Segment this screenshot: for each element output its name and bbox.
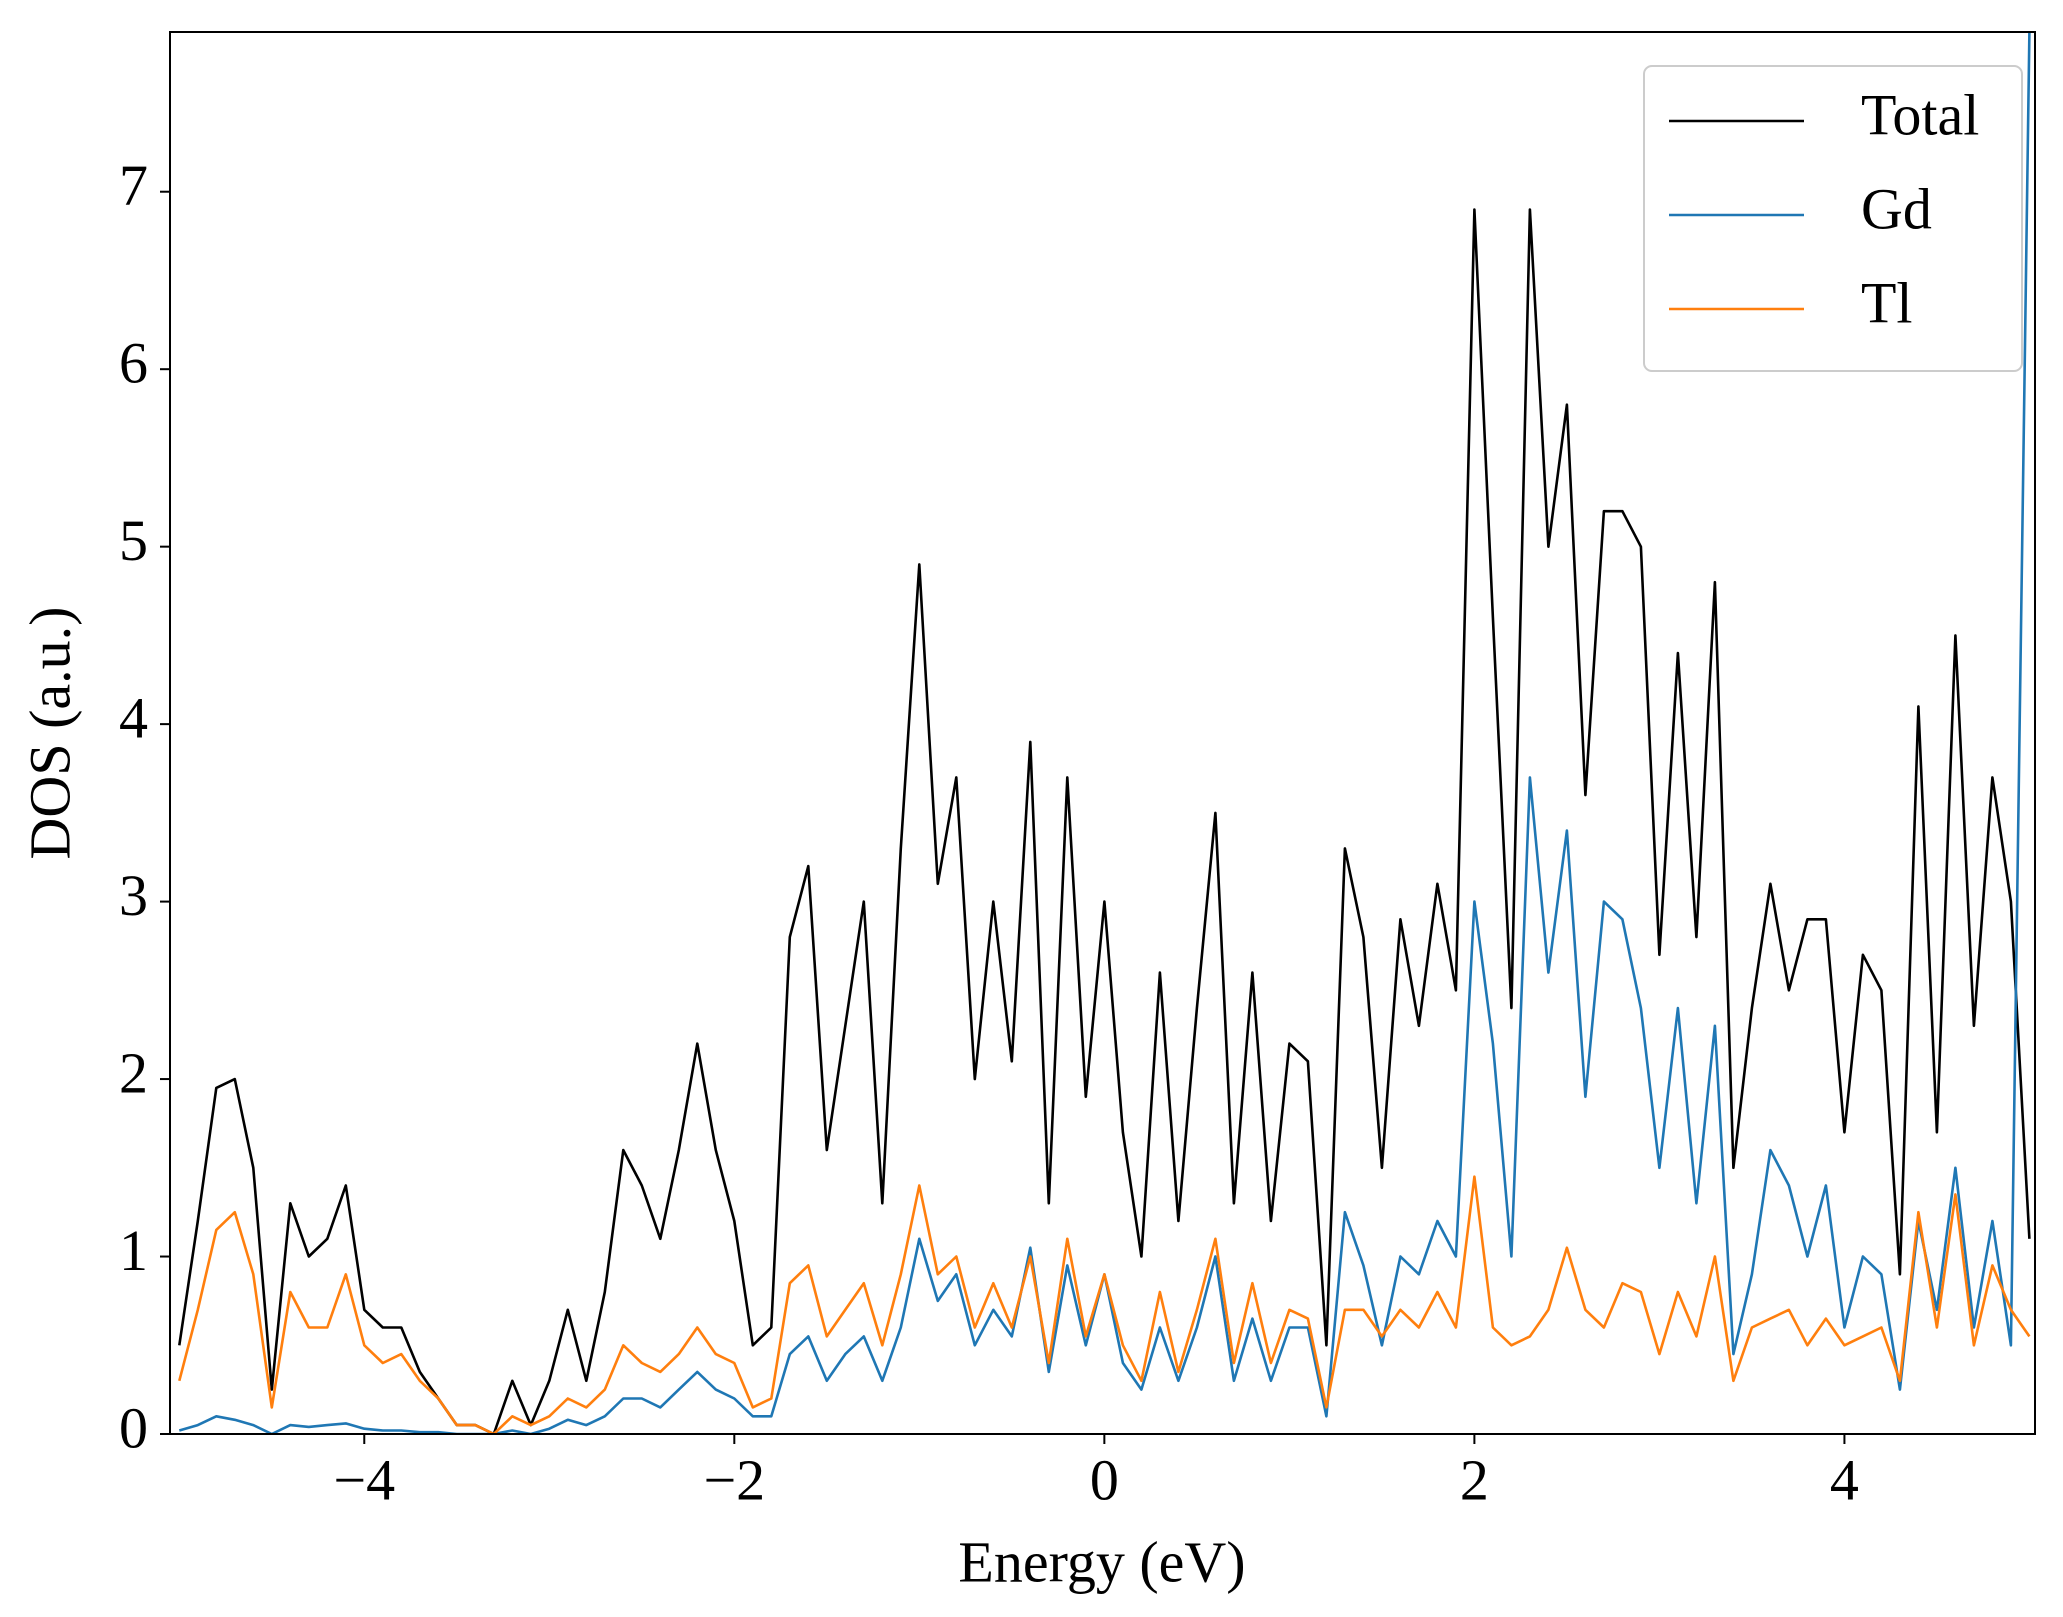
legend-label: Total (1861, 82, 1979, 147)
y-tick-label: 1 (119, 1218, 148, 1283)
x-tick-label: 2 (1460, 1447, 1489, 1512)
y-tick-label: 6 (119, 331, 148, 396)
y-tick-label: 0 (119, 1395, 148, 1460)
y-tick-label: 2 (119, 1040, 148, 1105)
x-axis-label: Energy (eV) (958, 1529, 1245, 1594)
legend-box (1643, 65, 2023, 372)
plot-frame (169, 31, 2036, 1435)
x-tick-label: −2 (703, 1447, 765, 1512)
series-line (178, 1175, 2031, 1434)
plot-area (178, 32, 2031, 1434)
y-tick-label: 3 (119, 863, 148, 928)
x-tick-label: −4 (333, 1447, 395, 1512)
series-line (178, 208, 2031, 1434)
y-tick-label: 7 (119, 153, 148, 218)
y-tick-label: 4 (119, 685, 148, 750)
y-axis-label: DOS (a.u.) (17, 607, 82, 860)
x-tick-label: 4 (1830, 1447, 1859, 1512)
x-tick-label: 0 (1090, 1447, 1119, 1512)
y-tick-label: 5 (119, 508, 148, 573)
legend-label: Gd (1861, 176, 1932, 241)
legend-label: Tl (1861, 270, 1913, 335)
